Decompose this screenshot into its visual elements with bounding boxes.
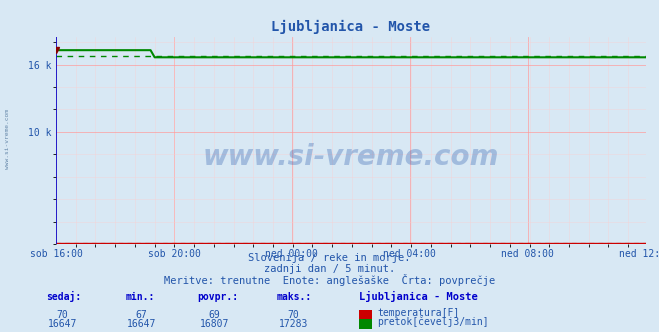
Text: sedaj:: sedaj: [46,291,81,302]
Text: pretok[čevelj3/min]: pretok[čevelj3/min] [378,317,489,327]
Text: Meritve: trenutne  Enote: anglešaške  Črta: povprečje: Meritve: trenutne Enote: anglešaške Črta… [164,274,495,286]
Text: www.si-vreme.com: www.si-vreme.com [5,110,11,169]
Text: temperatura[F]: temperatura[F] [378,308,460,318]
Text: povpr.:: povpr.: [198,292,239,302]
Text: 70: 70 [287,310,299,320]
Text: maks.:: maks.: [277,292,312,302]
Text: zadnji dan / 5 minut.: zadnji dan / 5 minut. [264,264,395,274]
Text: www.si-vreme.com: www.si-vreme.com [203,143,499,171]
Text: Slovenija / reke in morje.: Slovenija / reke in morje. [248,253,411,263]
Text: 17283: 17283 [279,319,308,329]
Text: Ljubljanica - Moste: Ljubljanica - Moste [359,291,478,302]
Text: 70: 70 [57,310,69,320]
Text: 16807: 16807 [200,319,229,329]
Text: min.:: min.: [125,292,155,302]
Text: 67: 67 [136,310,148,320]
Text: 69: 69 [208,310,220,320]
Title: Ljubljanica - Moste: Ljubljanica - Moste [272,20,430,34]
Text: 16647: 16647 [48,319,77,329]
Text: 16647: 16647 [127,319,156,329]
